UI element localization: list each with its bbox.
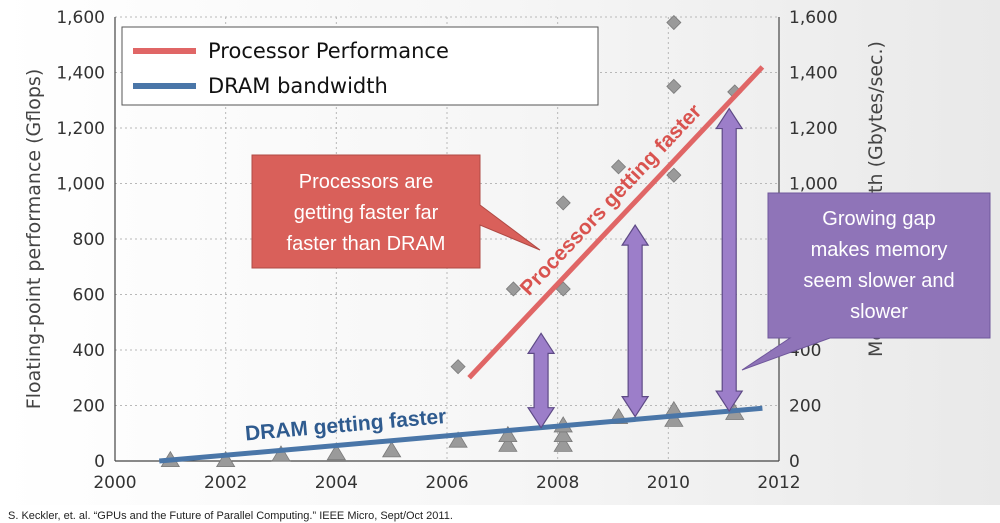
x-tick-label: 2000	[93, 473, 136, 493]
citation: S. Keckler, et. al. “GPUs and the Future…	[8, 510, 453, 522]
trend-lines	[159, 65, 765, 464]
processor-data-point	[555, 195, 571, 211]
y-left-tick-label: 1,200	[56, 119, 105, 139]
legend-label-processor: Processor Performance	[208, 39, 449, 63]
dram-data-point	[553, 425, 573, 443]
x-tick-label: 2002	[204, 473, 247, 493]
y-right-tick-label: 1,400	[789, 64, 838, 84]
gap-arrow	[715, 107, 744, 413]
gap-arrow	[526, 332, 556, 429]
callout-right-line: seem slower and	[803, 270, 954, 292]
callout-left-line: Processors are	[299, 171, 434, 193]
dram-data-point	[498, 435, 518, 452]
x-tick-label: 2006	[425, 473, 468, 493]
processor-data-point	[610, 159, 627, 175]
processor-data-point	[505, 281, 521, 297]
dram-trend-line	[159, 405, 763, 464]
callout-right-line: Growing gap	[822, 208, 935, 230]
callout-left-line: getting faster far	[294, 202, 439, 224]
y-left-tick-label: 800	[73, 230, 105, 250]
x-tick-label: 2004	[315, 473, 358, 493]
gap-arrows	[526, 107, 744, 429]
callout-right-shape	[741, 192, 991, 371]
y-left-tick-label: 0	[94, 452, 105, 472]
y-left-tick-labels: 0 200 400 600 800 1,000 1,200 1,400 1,60…	[56, 8, 105, 472]
y-right-tick-label: 200	[789, 397, 821, 417]
data-markers	[160, 14, 745, 468]
y-left-tick-label: 600	[73, 286, 105, 306]
processor-data-point	[666, 167, 682, 183]
processor-data-point	[450, 359, 466, 375]
x-tick-label: 2008	[536, 473, 579, 493]
x-tick-labels: 2000 2002 2004 2006 2008 2010 2012	[93, 473, 800, 493]
dram-data-point	[326, 443, 347, 461]
dram-data-point	[553, 435, 573, 452]
processor-data-point	[666, 78, 682, 94]
y-right-tick-label: 0	[789, 452, 800, 472]
dram-data-point	[215, 450, 236, 468]
x-tick-label: 2010	[647, 473, 690, 493]
gap-arrow	[621, 224, 650, 418]
y-left-tick-label: 1,000	[56, 175, 105, 195]
y-left-tick-label: 400	[73, 341, 105, 361]
y-left-tick-label: 1,600	[56, 8, 105, 28]
y-left-tick-label: 1,400	[56, 64, 105, 84]
dram-data-point	[271, 445, 291, 462]
callout-right-line: makes memory	[811, 239, 948, 261]
callout-processors-faster: Processors are getting faster far faster…	[251, 154, 541, 269]
legend: Processor Performance DRAM bandwidth	[121, 26, 599, 106]
y-right-tick-label: 1,000	[789, 175, 838, 195]
processor-trend-line	[467, 65, 765, 380]
y-right-tick-label: 1,200	[789, 119, 838, 139]
dram-data-point	[498, 425, 518, 443]
y-left-tick-label: 200	[73, 397, 105, 417]
dram-data-point	[381, 441, 402, 458]
callout-growing-gap: Growing gap makes memory seem slower and…	[741, 192, 991, 371]
y-left-axis-title: Floating-point performance (Gflops)	[23, 69, 45, 409]
processor-data-point	[666, 14, 682, 31]
dram-data-point	[448, 431, 468, 448]
y-right-tick-label: 1,600	[789, 8, 838, 28]
legend-box	[121, 26, 599, 106]
x-tick-label: 2012	[757, 473, 800, 493]
callout-left-line: faster than DRAM	[287, 233, 446, 255]
callout-right-line: slower	[850, 301, 908, 323]
callout-left-shape	[251, 154, 541, 269]
legend-label-dram: DRAM bandwidth	[208, 74, 388, 98]
